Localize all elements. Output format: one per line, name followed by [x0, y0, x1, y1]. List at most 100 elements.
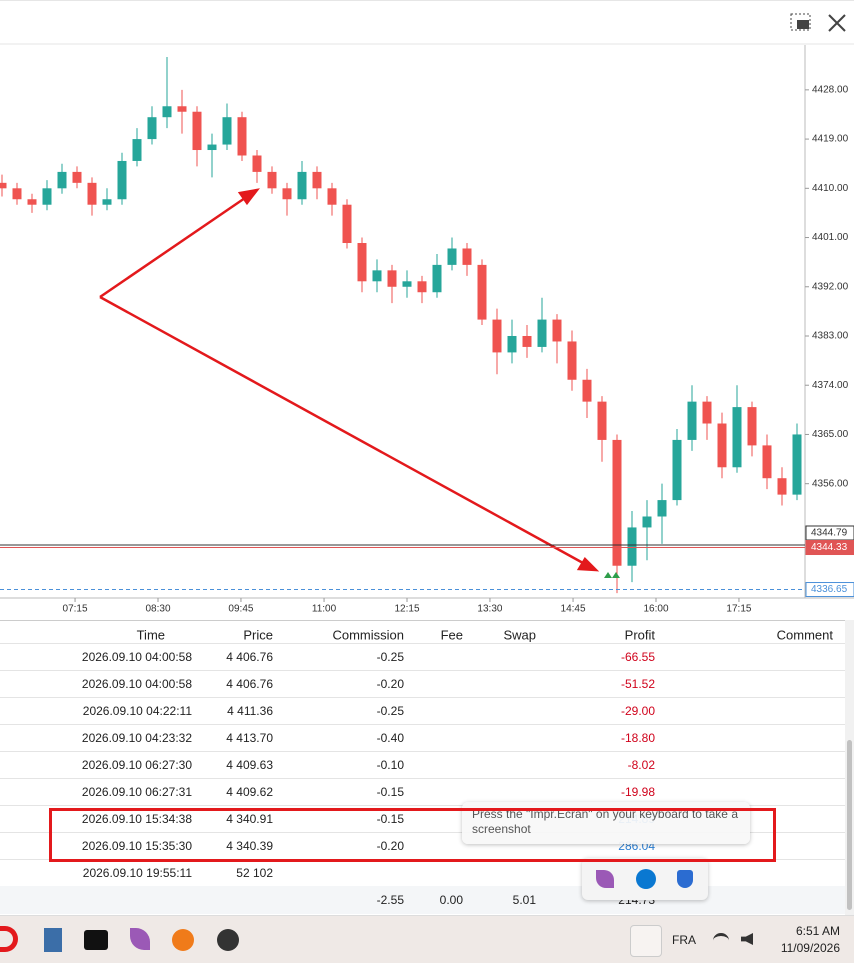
price-cell: 4 340.91 [226, 812, 273, 826]
price-tick-label: 4356.00 [812, 478, 849, 489]
time-tick-label: 16:00 [643, 604, 668, 615]
price-tick-label: 4428.00 [812, 84, 849, 95]
candle-body [792, 434, 802, 495]
time-tick-label: 07:15 [63, 604, 88, 615]
profit-cell: -51.52 [620, 677, 655, 691]
candle-body [132, 139, 142, 161]
candle-body [537, 319, 547, 347]
candle-body [762, 445, 772, 479]
language[interactable]: FRA [672, 933, 696, 947]
scrollbar[interactable] [845, 620, 854, 915]
column-header: Commission [332, 627, 404, 643]
candle-body [717, 423, 727, 468]
candle-body [477, 264, 487, 320]
tray-icon[interactable] [677, 870, 693, 888]
icon-frame [790, 13, 811, 31]
price-cell: 4 406.76 [226, 677, 273, 691]
tray-toggle[interactable] [630, 925, 662, 957]
wifi-icon[interactable] [713, 933, 729, 948]
app-icon[interactable] [172, 929, 194, 951]
candle-body [147, 117, 157, 140]
price-tick-label: 4419.00 [812, 134, 849, 145]
profit-cell: -18.80 [620, 731, 655, 745]
time-cell: 2026.09.10 06:27:30 [81, 758, 192, 772]
tray-icon[interactable] [636, 869, 656, 889]
expand-button[interactable] [828, 14, 846, 32]
time-cell: 2026.09.10 19:55:11 [82, 866, 192, 880]
column-header: Price [243, 627, 273, 643]
time-tick-label: 08:30 [145, 604, 170, 615]
candle-body [747, 407, 757, 446]
app-icon[interactable] [84, 930, 108, 950]
time-tick-label: 17:15 [726, 604, 751, 615]
arrow-line [99, 295, 584, 565]
time-tick-label: 14:45 [561, 604, 586, 615]
price-tag [805, 525, 854, 541]
candle-body [192, 111, 202, 151]
candle-body [72, 171, 82, 183]
app-icon[interactable] [44, 928, 62, 952]
candle-body [0, 182, 7, 189]
profit-cell: -8.02 [627, 758, 655, 772]
row-divider [0, 643, 845, 644]
time-tick-label: 09:45 [228, 604, 253, 615]
candle-body [567, 341, 577, 380]
app-icon[interactable] [0, 926, 18, 952]
column-header: Comment [776, 627, 833, 643]
time-cell: 2026.09.10 04:22:11 [82, 704, 192, 718]
volume-icon[interactable] [741, 933, 753, 945]
candle-body [357, 243, 367, 282]
price-tick-label: 4392.00 [812, 281, 849, 292]
candle-body [237, 117, 247, 156]
column-header: Fee [440, 627, 463, 643]
clock-time[interactable]: 6:51 AM [795, 924, 840, 938]
price-tag [805, 582, 854, 598]
total-cell: -2.55 [376, 893, 404, 907]
column-header: Time [136, 627, 165, 643]
candle-body [657, 500, 667, 517]
row-divider [0, 670, 845, 671]
time-cell: 2026.09.10 15:35:30 [81, 839, 192, 853]
price-tag-label: 4344.33 [811, 542, 848, 553]
candle-body [432, 264, 442, 293]
tray-icon[interactable] [596, 870, 614, 888]
candle-body [672, 439, 682, 501]
commission-cell: -0.20 [376, 677, 404, 691]
candle-body [327, 188, 337, 205]
total-cell: 5.01 [512, 893, 536, 907]
price-cell: 4 409.63 [226, 758, 273, 772]
icon-camera [797, 20, 809, 29]
commission-cell: -0.20 [376, 839, 404, 853]
candle-body [102, 199, 112, 205]
commission-cell: -0.10 [376, 758, 404, 772]
candle-body [207, 144, 217, 151]
chart-panel: 4428.00 4419.00 4410.00 4401.00 4392.00 4383.… [0, 0, 854, 615]
candle-body [627, 527, 637, 566]
candle-body [507, 335, 517, 353]
price-cell: 4 413.70 [226, 731, 273, 745]
price-tag [805, 540, 854, 556]
app-icon[interactable] [217, 929, 239, 951]
app-icon[interactable] [130, 928, 150, 950]
time-cell: 2026.09.10 06:27:31 [81, 785, 192, 799]
icon-line [828, 14, 846, 32]
candle-body [12, 188, 22, 200]
price-cell: 4 406.76 [226, 650, 273, 664]
candle-body [312, 171, 322, 189]
candle-body [642, 516, 652, 528]
price-tick-label: 4365.00 [812, 429, 849, 440]
candle-body [462, 248, 472, 265]
commission-cell: -0.25 [376, 650, 404, 664]
time-tick-label: 12:15 [394, 604, 419, 615]
candle-body [87, 182, 97, 205]
trade-marker [612, 572, 620, 578]
candle-body [27, 199, 37, 205]
highlight-box [49, 808, 776, 862]
tray-popup [582, 858, 708, 900]
trade-marker [604, 572, 612, 578]
screenshot-button[interactable] [790, 13, 811, 31]
clock-date[interactable]: 11/09/2026 [780, 941, 840, 955]
commission-cell: -0.40 [376, 731, 404, 745]
scroll-thumb[interactable] [847, 740, 852, 910]
